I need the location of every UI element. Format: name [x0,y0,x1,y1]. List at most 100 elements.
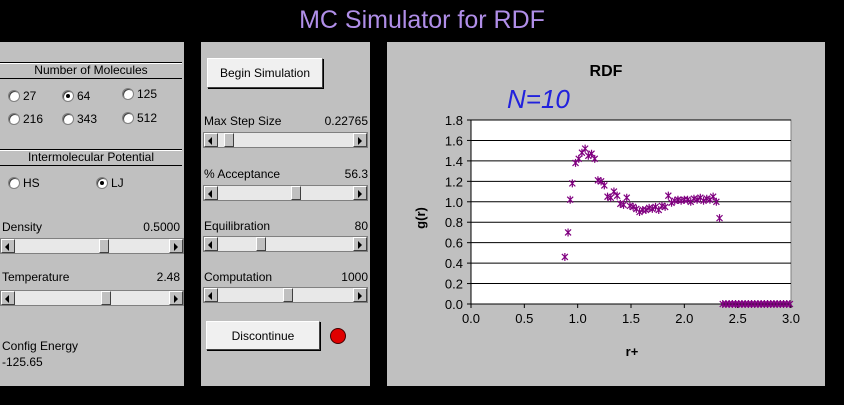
control-panel: Begin Simulation Max Step Size 0.22765 %… [201,42,370,386]
left-arrow-icon[interactable] [1,239,15,253]
potential-radio-hs[interactable]: HS [8,176,40,190]
molecules-radio-343[interactable]: 343 [62,112,97,126]
chart-annotation: N=10 [507,84,570,114]
x-tick-label: 2.5 [729,311,747,326]
chart-title: RDF [590,63,623,80]
y-tick-label: 0.0 [445,297,463,312]
data-point [664,191,672,200]
data-point [786,300,794,308]
data-point [584,151,592,160]
radio-dot-icon [8,177,20,189]
data-point [629,202,637,211]
left-arrow-icon[interactable] [204,133,218,147]
right-arrow-icon[interactable] [353,133,367,147]
computation-value: 1000 [341,270,368,284]
slider-thumb[interactable] [283,288,293,302]
x-tick-label: 3.0 [782,311,800,326]
computation-slider[interactable] [203,287,368,303]
data-point [693,195,701,204]
molecules-radio-512[interactable]: 512 [122,111,157,125]
radio-dot-icon [96,177,108,189]
max-step-label: Max Step Size [204,114,282,128]
temperature-slider[interactable] [0,290,184,306]
data-point [642,205,650,214]
data-point [600,181,608,190]
config-energy-value: -125.65 [2,355,43,369]
rdf-chart: RDF N=10 0.0 0.2 0.4 0.6 0.8 1.0 1.2 1.4 1.6 1.8 0… [413,63,800,359]
data-point [578,148,586,157]
y-tick-label: 1.2 [445,174,463,189]
data-point [610,187,618,196]
left-arrow-icon[interactable] [1,291,15,305]
equilibration-label: Equilibration [204,219,271,233]
density-label: Density [2,220,43,234]
right-arrow-icon[interactable] [169,291,183,305]
acceptance-slider[interactable] [203,185,368,201]
x-tick-label: 1.5 [622,311,640,326]
molecules-radio-27[interactable]: 27 [8,89,36,103]
molecules-radio-64[interactable]: 64 [62,89,90,103]
y-tick-label: 0.8 [445,215,463,230]
radio-dot-icon [8,90,20,102]
right-arrow-icon[interactable] [353,288,367,302]
data-point [597,177,605,186]
slider-thumb[interactable] [224,133,235,147]
radio-dot-icon [122,88,134,100]
right-arrow-icon[interactable] [353,237,367,251]
data-point [572,158,579,167]
computation-label: Computation [204,270,273,284]
y-tick-label: 0.2 [445,277,463,292]
plot-background [470,119,792,305]
x-tick-label: 2.0 [675,311,693,326]
slider-thumb[interactable] [98,239,109,253]
temperature-label: Temperature [2,270,70,284]
molecules-radio-125[interactable]: 125 [122,87,157,101]
acceptance-label: % Acceptance [204,167,281,181]
left-arrow-icon[interactable] [204,237,218,251]
data-point [607,193,615,202]
left-arrow-icon[interactable] [204,186,218,200]
data-point [700,196,707,205]
data-point [613,191,621,200]
radio-dot-icon [62,113,74,125]
left-arrow-icon[interactable] [204,288,218,302]
potential-radio-lj[interactable]: LJ [96,176,124,190]
data-point [561,252,569,261]
equilibration-value: 80 [354,219,368,233]
data-point [655,205,663,214]
radio-dot-icon [62,90,74,102]
radio-dot-icon [122,112,134,124]
data-point [581,144,589,153]
radio-dot-icon [8,113,20,125]
right-arrow-icon[interactable] [169,239,183,253]
slider-thumb[interactable] [255,237,266,251]
data-point [566,195,574,204]
y-tick-label: 1.6 [445,133,463,148]
begin-simulation-button[interactable]: Begin Simulation [207,58,323,88]
slider-thumb[interactable] [101,291,112,305]
discontinue-button[interactable]: Discontinue [206,321,320,350]
y-tick-label: 0.6 [445,236,463,251]
max-step-slider[interactable] [203,132,368,148]
status-indicator-light [330,328,346,344]
title-bar: MC Simulator for RDF [0,0,844,42]
data-point [623,193,631,202]
data-point [712,197,720,206]
right-arrow-icon[interactable] [353,186,367,200]
data-point [716,214,723,223]
equilibration-slider[interactable] [203,236,368,252]
data-point [620,200,627,209]
settings-panel: Number of Molecules 27 64 125 216 343 51… [0,42,184,386]
density-slider[interactable] [0,238,184,254]
x-tick-label: 0.5 [515,311,533,326]
slider-thumb[interactable] [290,186,301,200]
potential-group-label: Intermolecular Potential [0,149,182,166]
molecules-radio-216[interactable]: 216 [8,112,43,126]
data-point [568,179,576,188]
chart-panel: RDF N=10 0.0 0.2 0.4 0.6 0.8 1.0 1.2 1.4 1.6 1.8 0… [387,42,825,386]
y-tick-label: 1.0 [445,195,463,210]
data-point [668,198,675,207]
y-tick-label: 1.8 [445,113,463,128]
x-tick-label: 0.0 [462,311,480,326]
molecules-group-label: Number of Molecules [0,62,182,79]
